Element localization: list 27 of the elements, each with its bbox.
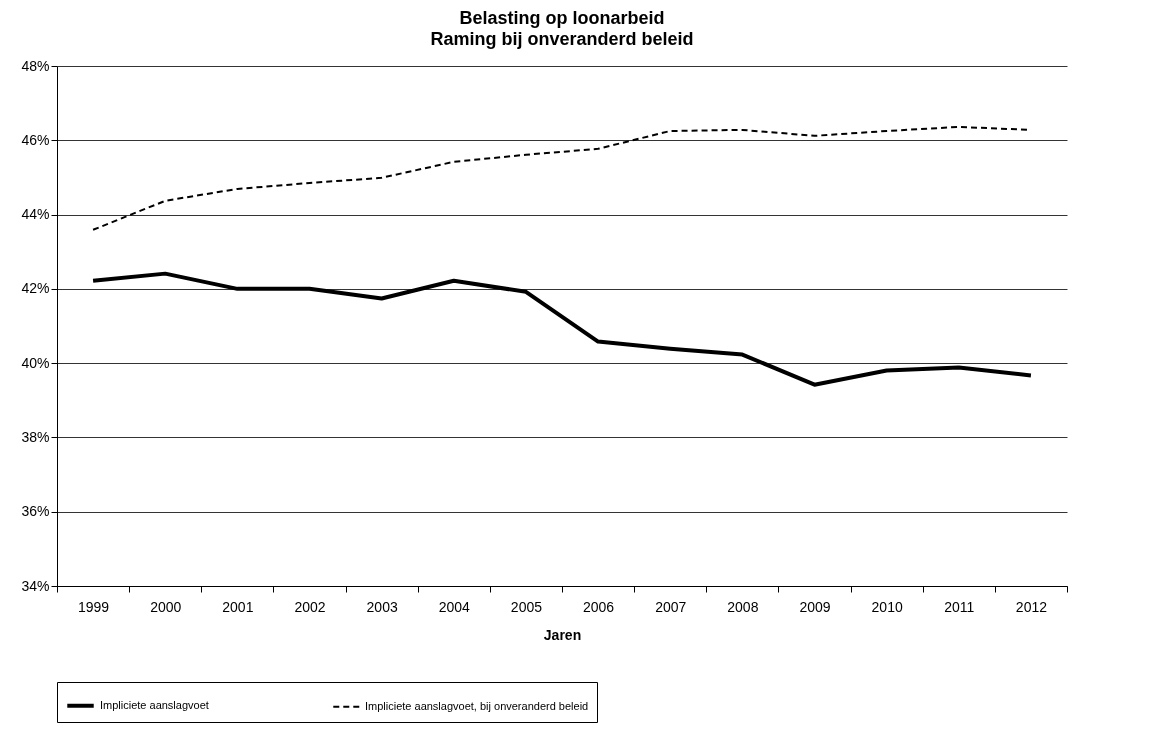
y-tick-label: 46% — [21, 131, 50, 148]
x-tick-label: 2006 — [582, 598, 615, 615]
x-tick-label: 2012 — [1015, 598, 1048, 615]
legend-label: Impliciete aanslagvoet, bij onveranderd beleid — [365, 699, 589, 712]
y-tick-label: 38% — [21, 428, 50, 445]
y-tick-label: 34% — [21, 577, 50, 594]
x-tick-label: 2003 — [366, 598, 398, 615]
x-tick-label: 2010 — [871, 598, 903, 615]
x-tick-label: 2000 — [150, 598, 182, 615]
y-tick-label: 44% — [21, 206, 50, 223]
y-tick-label: 40% — [21, 354, 50, 371]
x-tick-label: 2008 — [727, 598, 759, 615]
x-tick-label: 1999 — [77, 598, 110, 615]
x-tick-label: 2005 — [510, 598, 543, 615]
y-tick-label: 42% — [21, 280, 50, 297]
x-tick-label: 2007 — [655, 598, 687, 615]
y-tick-label: 48% — [21, 57, 50, 74]
chart-title: Belasting op loonarbeid — [459, 8, 665, 28]
x-axis-title: Jaren — [543, 626, 582, 643]
legend-label: Impliciete aanslagvoet — [100, 698, 209, 711]
chart-subtitle: Raming bij onveranderd beleid — [430, 29, 694, 49]
x-tick-label: 2002 — [294, 598, 326, 615]
x-tick-label: 2011 — [944, 598, 975, 615]
x-tick-label: 2004 — [438, 598, 471, 615]
y-tick-label: 36% — [21, 503, 50, 520]
x-tick-label: 2009 — [799, 598, 831, 615]
x-tick-label: 2001 — [222, 598, 254, 615]
